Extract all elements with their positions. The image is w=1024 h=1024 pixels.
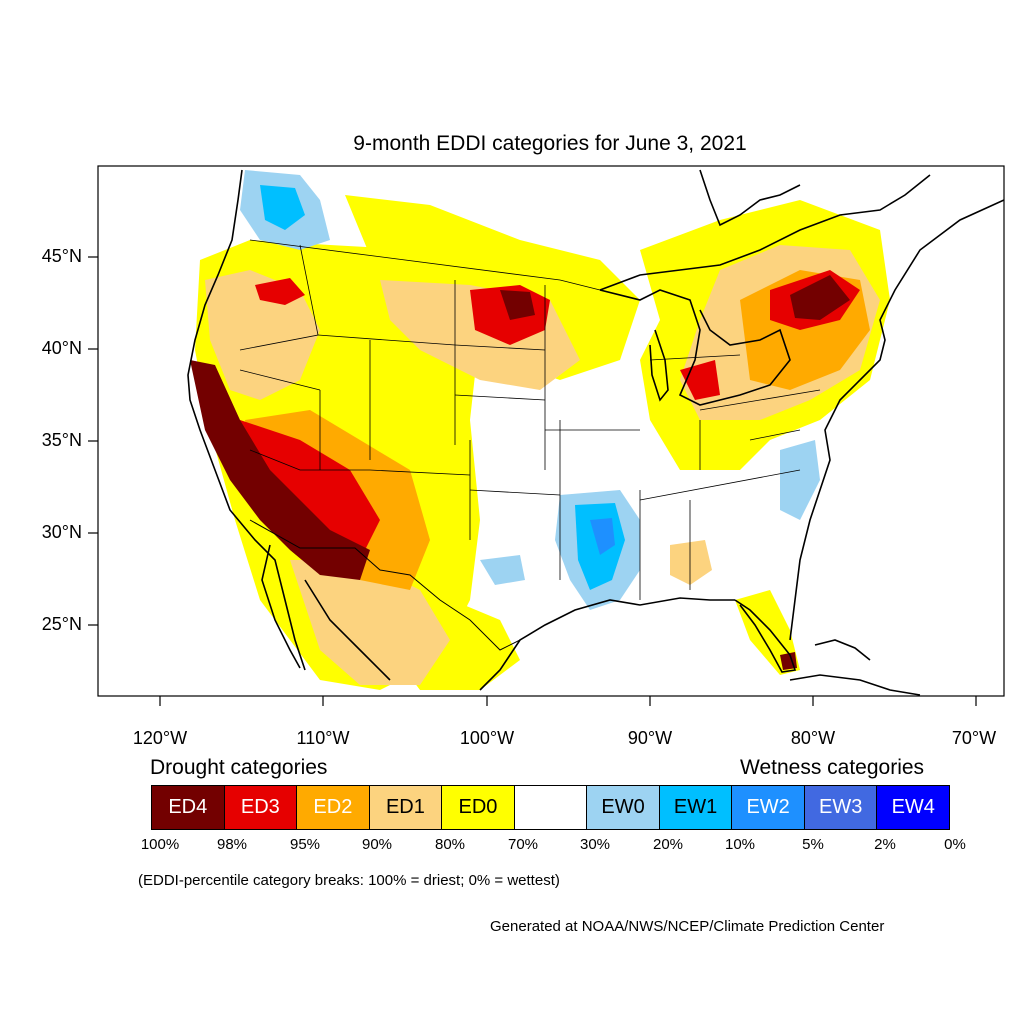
gulf-coast	[479, 597, 735, 691]
canada-border-east	[599, 174, 931, 291]
ed4-northeast	[790, 275, 850, 320]
ew1-pacific-northwest	[260, 185, 305, 230]
credit-line: Generated at NOAA/NWS/NCEP/Climate Predi…	[490, 918, 885, 935]
hudson-bay-coast	[699, 169, 801, 227]
drought-categories-title: Drought categories	[150, 756, 328, 779]
ew2-lower-mississippi	[590, 518, 615, 555]
lat-label-30: 30°N	[41, 522, 82, 542]
legend-ew2: EW2	[732, 786, 805, 829]
florida	[734, 599, 797, 673]
break-label: 100%	[140, 836, 180, 853]
legend-ed3: ED3	[224, 786, 298, 829]
national-borders	[249, 519, 521, 651]
category-shading	[190, 170, 890, 690]
ew0-texas-patch	[480, 555, 525, 585]
ed1-west	[205, 270, 320, 400]
lon-label-110: 110°W	[296, 728, 350, 748]
map-frame	[97, 165, 1005, 697]
lake-michigan	[649, 329, 669, 402]
ed1-southwest	[290, 560, 450, 685]
break-label: 0%	[944, 836, 966, 853]
ed3-oregon	[255, 278, 305, 305]
legend-ed4: ED4	[152, 786, 225, 829]
break-label: 5%	[802, 836, 824, 853]
lat-label-45: 45°N	[41, 246, 82, 266]
break-label: 80%	[434, 836, 466, 853]
ew0-carolinas	[780, 440, 820, 520]
lon-label-70: 70°W	[951, 728, 997, 748]
legend-ew0: EW0	[587, 786, 660, 829]
lon-label-90: 90°W	[627, 728, 673, 748]
baja-peninsula	[261, 544, 301, 669]
legend-ew1: EW1	[659, 786, 733, 829]
lon-label-100: 100°W	[459, 728, 515, 748]
longitude-ticks	[159, 696, 977, 706]
break-label: 2%	[874, 836, 896, 853]
great-lakes	[599, 289, 791, 406]
legend-ew3: EW3	[804, 786, 878, 829]
legend-ew4: EW4	[877, 786, 950, 829]
west-coast	[187, 169, 306, 671]
ed4-california-west	[190, 360, 370, 580]
east-coast	[789, 199, 1004, 641]
lon-label-120: 120°W	[132, 728, 188, 748]
ed1-alabama	[670, 540, 712, 585]
break-label: 30%	[579, 836, 611, 853]
break-label: 98%	[216, 836, 248, 853]
break-label: 95%	[289, 836, 321, 853]
legend-neutral	[514, 786, 588, 829]
percentile-break-note: (EDDI-percentile category breaks: 100% =…	[138, 872, 560, 889]
legend-ed1: ED1	[369, 786, 443, 829]
state-boundaries	[239, 239, 821, 600]
ed3-southwest	[235, 420, 380, 560]
lon-label-80: 80°W	[790, 728, 836, 748]
break-label: 20%	[652, 836, 684, 853]
break-label: 10%	[724, 836, 756, 853]
wetness-categories-title: Wetness categories	[740, 756, 925, 779]
legend-ed2: ED2	[297, 786, 370, 829]
map-title: 9-month EDDI categories for June 3, 2021	[353, 132, 747, 155]
coastlines	[187, 169, 1004, 696]
lat-label-25: 25°N	[41, 614, 82, 634]
cuba	[789, 674, 921, 696]
lat-label-35: 35°N	[41, 430, 82, 450]
break-label: 90%	[361, 836, 393, 853]
mexico-west-coast	[304, 579, 391, 681]
ed4-dakotas	[500, 290, 535, 320]
break-label: 70%	[507, 836, 539, 853]
legend-ed0: ED0	[442, 786, 515, 829]
lat-label-40: 40°N	[41, 338, 82, 358]
category-legend: ED4 ED3 ED2 ED1 ED0 EW0 EW1 EW2 EW3 EW4	[151, 785, 950, 830]
latitude-ticks	[88, 256, 98, 626]
caribbean-islands	[814, 639, 871, 661]
